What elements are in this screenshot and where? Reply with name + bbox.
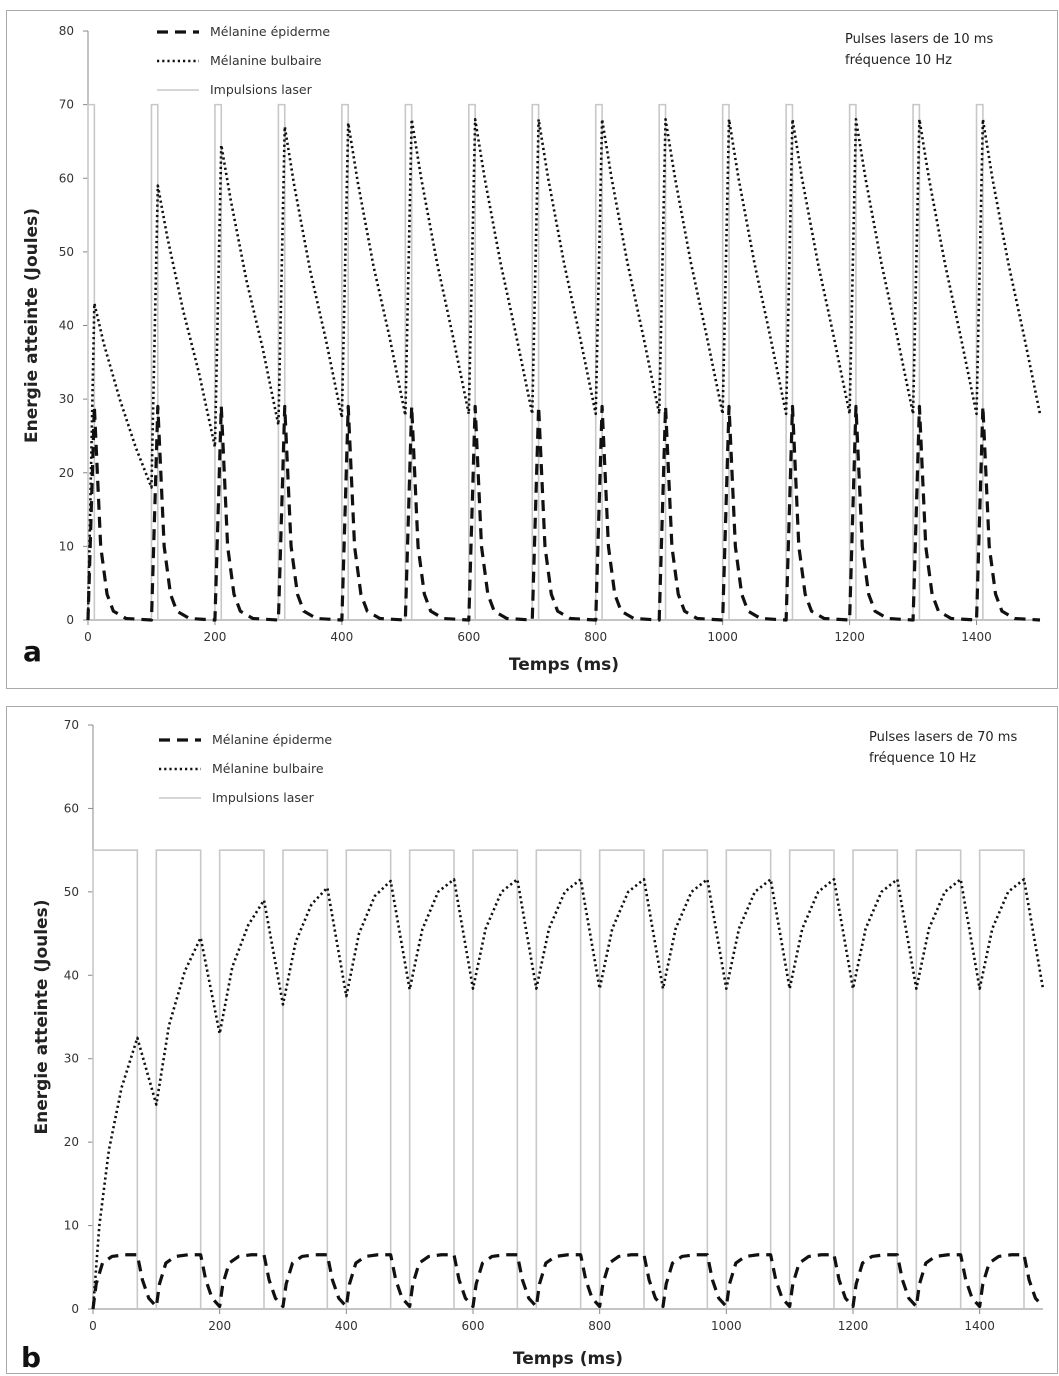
chart-a-y-tick-label: 50: [59, 245, 74, 259]
chart-a-series-melanine-bulbaire: [86, 118, 1042, 621]
chart-b-y-axis-title: Energie atteinte (Joules): [32, 900, 52, 1135]
chart-a-x-tick-label: 1000: [707, 630, 738, 644]
chart-b-annotation-line: fréquence 10 Hz: [869, 751, 976, 766]
chart-a-legend-label: Mélanine épiderme: [210, 24, 330, 39]
chart-a-y-tick-label: 20: [59, 466, 74, 480]
chart-b-x-tick-label: 400: [335, 1319, 358, 1333]
chart-a-x-tick-label: 1200: [834, 630, 865, 644]
chart-a-series-melanine-epiderme: [86, 404, 1041, 622]
chart-a-panel-letter: a: [23, 635, 42, 668]
chart-a-y-tick-label: 30: [59, 392, 74, 406]
chart-b-y-tick-label: 20: [64, 1135, 79, 1149]
chart-a-annotation-line: fréquence 10 Hz: [845, 53, 952, 68]
chart-b-y-tick-label: 0: [71, 1302, 79, 1316]
chart-b-series-impulsions-laser: [92, 849, 1025, 1309]
chart-b-x-axis-title: Temps (ms): [513, 1349, 623, 1369]
chart-b-x-tick-label: 0: [89, 1319, 97, 1333]
chart-b-x-tick-label: 1000: [711, 1319, 742, 1333]
chart-a-y-axis-title: Energie atteinte (Joules): [22, 208, 42, 443]
chart-b-y-tick-label: 70: [64, 718, 79, 732]
chart-b-series-melanine-bulbaire: [91, 878, 1045, 1310]
chart-b-y-tick-label: 50: [64, 885, 79, 899]
chart-a-x-tick-label: 0: [84, 630, 92, 644]
chart-a-y-tick-label: 70: [59, 98, 74, 112]
chart-b-annotation-line: Pulses lasers de 70 ms: [869, 730, 1017, 745]
chart-b-legend-label: Mélanine bulbaire: [212, 761, 324, 776]
chart-a-x-tick-label: 800: [584, 630, 607, 644]
chart-b-x-tick-label: 1400: [964, 1319, 995, 1333]
chart-a-y-tick-label: 10: [59, 539, 74, 553]
chart-a-x-tick-label: 400: [330, 630, 353, 644]
chart-b-x-tick-label: 600: [462, 1319, 485, 1333]
chart-b-svg: 0 10 20 30 40 50 60 70 0 200 400 600 800 1000 1200 1400…: [21, 718, 1045, 1373]
chart-a-x-tick-label: 200: [203, 630, 226, 644]
chart-b-y-tick-label: 10: [64, 1219, 79, 1233]
chart-a-annotation-line: Pulses lasers de 10 ms: [845, 32, 993, 47]
chart-b-x-tick-label: 800: [588, 1319, 611, 1333]
chart-panel-b: 0 10 20 30 40 50 60 70 0 200 400 600 800 1000 1200 1400…: [6, 706, 1058, 1374]
chart-a-y-tick-label: 0: [66, 613, 74, 627]
chart-b-legend-label: Mélanine épiderme: [212, 732, 332, 747]
chart-a-series-impulsions-laser: [87, 103, 984, 620]
chart-a-x-tick-label: 1400: [961, 630, 992, 644]
chart-b-series-melanine-epiderme: [91, 1253, 1045, 1310]
chart-b-x-tick-label: 1200: [838, 1319, 869, 1333]
chart-a-y-tick-label: 80: [59, 24, 74, 38]
chart-a-legend-label: Impulsions laser: [210, 82, 313, 97]
chart-b-legend-label: Impulsions laser: [212, 790, 315, 805]
chart-b-panel-letter: b: [21, 1341, 41, 1373]
chart-a-x-tick-label: 600: [457, 630, 480, 644]
chart-a-x-axis-title: Temps (ms): [509, 655, 619, 675]
chart-panel-a: 0 10 20 30 40 50 60 70 80 0 200 400 600 800 1000 1200 14…: [6, 10, 1058, 689]
chart-a-legend-label: Mélanine bulbaire: [210, 53, 322, 68]
chart-a-y-tick-label: 40: [59, 319, 74, 333]
chart-b-y-tick-label: 30: [64, 1052, 79, 1066]
chart-b-x-tick-label: 200: [208, 1319, 231, 1333]
chart-a-y-tick-label: 60: [59, 171, 74, 185]
chart-b-y-tick-label: 40: [64, 968, 79, 982]
chart-b-y-tick-label: 60: [64, 801, 79, 815]
